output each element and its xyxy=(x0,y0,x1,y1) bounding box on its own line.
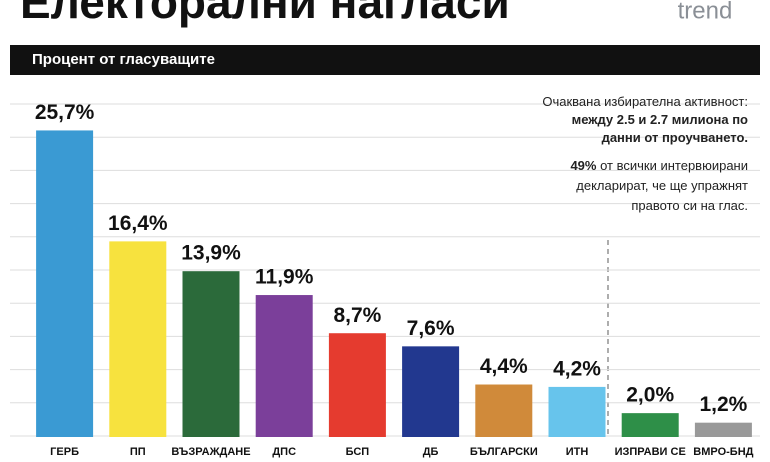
annotation: декларират, че ще упражнят xyxy=(576,178,748,193)
value-label: 4,2% xyxy=(553,357,601,380)
bar xyxy=(36,130,94,437)
x-tick-label: ВМРО-БНД xyxy=(693,446,753,458)
bar xyxy=(548,386,606,437)
bar xyxy=(621,413,679,437)
annotation-text: между 2.5 и 2.7 милиона по xyxy=(572,112,748,127)
annotation-text: Очаквана избирателна активност: xyxy=(542,94,748,109)
x-tick-label: ИТН xyxy=(566,446,589,458)
x-tick-label: ДБ xyxy=(423,446,439,458)
annotation-text: 49% xyxy=(570,158,596,173)
value-label: 4,4% xyxy=(480,355,528,378)
annotation: Очаквана избирателна активност: xyxy=(542,94,748,109)
x-tick-label: ДПС xyxy=(272,446,296,458)
logo: trend xyxy=(678,0,733,24)
annotation: данни от проучването. xyxy=(602,130,748,145)
chart-title: Електорални нагласи xyxy=(20,0,510,28)
bar xyxy=(402,346,460,437)
x-tick-label: ВЪЗРАЖДАНЕ xyxy=(171,446,250,458)
value-label: 25,7% xyxy=(35,101,95,124)
value-label: 13,9% xyxy=(181,242,241,265)
value-label: 7,6% xyxy=(407,317,455,340)
value-label: 11,9% xyxy=(255,266,314,289)
x-tick-label: БЪЛГАРСКИ xyxy=(470,446,538,458)
bar xyxy=(475,384,533,437)
x-tick-label: ГЕРБ xyxy=(50,446,79,458)
bar xyxy=(255,295,313,437)
x-tick-label: ИЗПРАВИ СЕ xyxy=(615,446,686,458)
annotation-text: данни от проучването. xyxy=(602,130,748,145)
value-label: 2,0% xyxy=(626,384,674,407)
bar xyxy=(328,333,386,437)
subtitle: Процент от гласуващите xyxy=(32,51,215,68)
bar xyxy=(182,271,240,437)
value-label: 8,7% xyxy=(333,304,381,327)
annotation-text: правото си на глас. xyxy=(631,198,748,213)
annotation-text: декларират, че ще упражнят xyxy=(576,178,748,193)
annotation-text: от всички интервюирани xyxy=(600,158,748,173)
x-tick-label: БСП xyxy=(346,446,370,458)
annotation: 49% от всички интервюирани xyxy=(570,158,748,173)
value-label: 16,4% xyxy=(108,212,168,235)
annotation: между 2.5 и 2.7 милиона по xyxy=(572,112,748,127)
x-tick-label: ПП xyxy=(130,446,146,458)
value-label: 1,2% xyxy=(699,393,747,416)
bar xyxy=(694,422,752,437)
subtitle-bar xyxy=(10,45,760,75)
bar xyxy=(109,241,167,437)
annotation: правото си на глас. xyxy=(631,198,748,213)
